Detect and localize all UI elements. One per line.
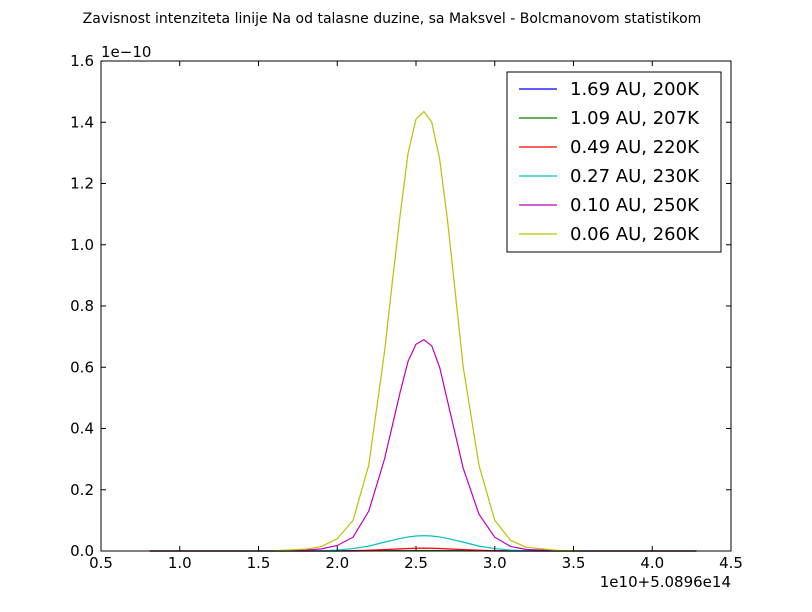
y-tick-label: 1.4 (70, 113, 94, 131)
legend-label-0: 1.69 AU, 200K (570, 79, 700, 100)
legend-label-4: 0.10 AU, 250K (570, 195, 700, 216)
x-tick-label: 0.5 (89, 554, 113, 572)
x-tick-label: 2.0 (325, 554, 349, 572)
y-offset-label: 1e−10 (101, 43, 151, 61)
x-tick-label: 1.5 (247, 554, 271, 572)
y-tick-label: 1.6 (70, 52, 94, 70)
x-tick-label: 2.5 (404, 554, 428, 572)
legend-label-2: 0.49 AU, 220K (570, 137, 700, 158)
series-line-4 (149, 338, 697, 552)
legend-box (506, 71, 722, 253)
x-tick-label: 4.0 (640, 554, 664, 572)
axes: 0.5 1.0 1.5 2.0 2.5 3.0 3.5 4.0 4.5 0.0 0.2 0.4 0.6 0… (70, 52, 743, 572)
series-line-5 (149, 110, 697, 552)
x-tick-label: 4.5 (719, 554, 743, 572)
y-tick-label: 0.6 (70, 358, 94, 376)
y-tick-label: 0.0 (70, 542, 94, 560)
y-tick-label: 0.8 (70, 297, 94, 315)
legend: 1.69 AU, 200K 1.09 AU, 207K 0.49 AU, 220K 0… (506, 71, 722, 253)
y-tick-label: 0.4 (70, 420, 94, 438)
y-tick-label: 1.0 (70, 236, 94, 254)
x-tick-label: 1.0 (168, 554, 192, 572)
chart-title: Zavisnost intenziteta linije Na od talas… (83, 11, 702, 27)
legend-label-5: 0.06 AU, 260K (570, 224, 700, 245)
legend-label-1: 1.09 AU, 207K (570, 108, 700, 129)
x-tick-label: 3.5 (562, 554, 586, 572)
y-tick-label: 1.2 (70, 175, 94, 193)
x-offset-label: 1e10+5.0896e14 (600, 573, 731, 591)
y-tick-label: 0.2 (70, 481, 94, 499)
x-tick-label: 3.0 (483, 554, 507, 572)
legend-label-3: 0.27 AU, 230K (570, 166, 700, 187)
